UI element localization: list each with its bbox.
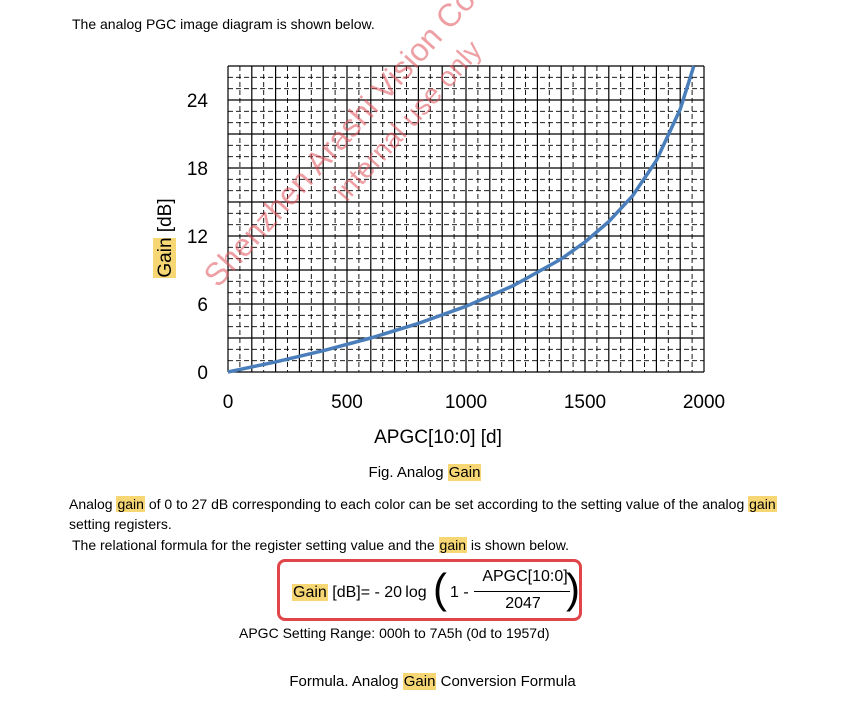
y-axis-label: Gain [dB] bbox=[153, 198, 176, 278]
y-axis-label-unit: [dB] bbox=[155, 198, 176, 237]
paragraph-1: Analog gain of 0 to 27 dB corresponding … bbox=[69, 496, 777, 512]
formula-caption: Formula. Analog Gain Conversion Formula bbox=[289, 673, 576, 690]
x-tick-label: 1500 bbox=[564, 392, 606, 413]
svg-text:Gain [dB]: Gain [dB] bbox=[155, 198, 176, 277]
highlight-gain: gain bbox=[438, 537, 468, 553]
figure-caption-prefix: Fig. Analog bbox=[368, 464, 448, 481]
y-tick-label: 24 bbox=[187, 91, 209, 112]
figure-caption: Fig. Analog Gain bbox=[0, 464, 850, 481]
x-tick-label: 2000 bbox=[683, 392, 725, 413]
figure-caption-highlight: Gain bbox=[447, 464, 482, 481]
formula-lhs: Gain [dB]= - 20 log bbox=[292, 584, 427, 601]
chart-ticks: 0 500 1000 1500 2000 0 6 12 18 24 bbox=[187, 91, 725, 413]
formula-fraction-bar bbox=[474, 591, 570, 592]
chart-grid bbox=[227, 65, 705, 373]
setting-range: APGC Setting Range: 000h to 7A5h (0d to … bbox=[239, 625, 550, 641]
y-tick-label: 12 bbox=[187, 227, 208, 248]
formula-paren-right: ) bbox=[566, 565, 580, 612]
formula-denominator: 2047 bbox=[505, 595, 541, 612]
x-tick-label: 500 bbox=[331, 392, 363, 413]
intro-text: The analog PGC image diagram is shown be… bbox=[72, 16, 375, 32]
y-tick-label: 0 bbox=[197, 363, 208, 384]
paragraph-2: The relational formula for the register … bbox=[72, 537, 569, 553]
x-tick-label: 1000 bbox=[445, 392, 487, 413]
x-tick-label: 0 bbox=[223, 392, 234, 413]
paragraph-1-cont: setting registers. bbox=[69, 516, 172, 532]
y-axis-label-highlight: Gain bbox=[155, 237, 176, 277]
formula-numerator: APGC[10:0] bbox=[482, 568, 568, 585]
highlight-gain: gain bbox=[748, 496, 777, 512]
formula-one-minus: 1 - bbox=[450, 584, 469, 601]
formula-paren-left: ( bbox=[433, 565, 447, 612]
y-tick-label: 6 bbox=[197, 295, 208, 316]
y-tick-label: 18 bbox=[187, 159, 208, 180]
formula-box: Gain [dB]= - 20 log ( 1 - APGC[10:0] 204… bbox=[277, 559, 582, 621]
x-axis-label: APGC[10:0] [d] bbox=[374, 427, 502, 448]
series-line bbox=[227, 65, 696, 374]
formula-caption-highlight: Gain bbox=[402, 673, 437, 690]
highlight-gain: gain bbox=[116, 496, 145, 512]
